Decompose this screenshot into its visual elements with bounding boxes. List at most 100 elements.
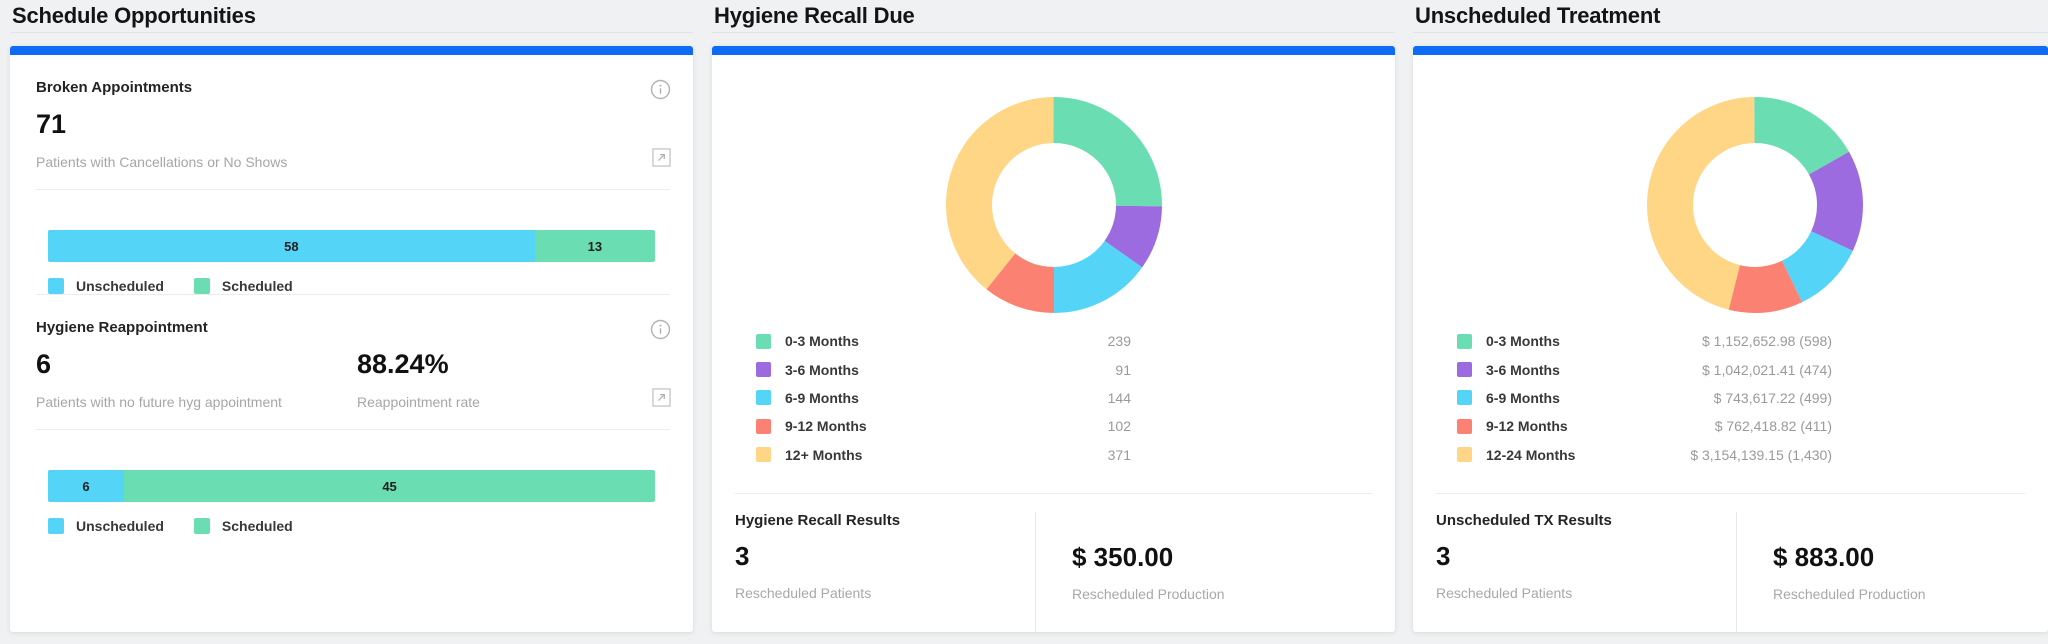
broken-appointments-metric: Broken Appointments 71 Patients with Can…: [10, 55, 693, 189]
legend-item-9-12 Months: 9-12 Months 102: [756, 412, 1131, 440]
bar-segment-Unscheduled[interactable]: 6: [48, 470, 125, 502]
legend-value: 91: [1115, 361, 1131, 378]
bar-segment-Scheduled[interactable]: 45: [124, 470, 655, 502]
panel-schedule-opportunities: Schedule Opportunities Broken Appointmen…: [10, 0, 693, 632]
hygiene-recall-legend: 0-3 Months 239 3-6 Months 91 6-9 Months 144 9-…: [756, 327, 1131, 469]
card-accent-bar: [1413, 46, 2048, 55]
legend-value: 371: [1107, 446, 1131, 463]
rescheduled-production-value: $ 883.00: [1773, 541, 1875, 572]
legend-label: 0-3 Months: [1486, 333, 1560, 350]
rescheduled-production-block: $ 883.00 Rescheduled Production: [1736, 511, 2048, 632]
legend-swatch-icon: [756, 390, 771, 406]
legend-label: 9-12 Months: [1486, 418, 1568, 435]
results-heading: Hygiene Recall Results: [735, 511, 901, 529]
donut-segment-12-24 Months[interactable]: [1647, 97, 1863, 313]
unscheduled-treatment-legend: 0-3 Months $ 1,152,652.98 (598) 3-6 Months…: [1457, 327, 1832, 469]
rescheduled-patients-value: 3: [1436, 540, 1451, 571]
panel-unscheduled-treatment: Unscheduled Treatment 0-3 Months $ 1,152,…: [1413, 0, 2048, 632]
legend-value: 144: [1107, 389, 1131, 406]
legend-item-6-9 Months: 6-9 Months $ 743,617.22 (499): [1457, 384, 1832, 412]
metric-label: Broken Appointments: [36, 79, 193, 96]
results-heading: Unscheduled TX Results: [1436, 511, 1612, 529]
legend-swatch-icon: [48, 518, 64, 534]
expand-icon[interactable]: [652, 148, 671, 167]
unscheduled-tx-results: Unscheduled TX Results 3 Rescheduled Pat…: [1413, 494, 2048, 632]
card-accent-bar: [10, 46, 693, 55]
hygiene-reappointment-bar-block: 6 45 Unscheduled Scheduled: [10, 430, 693, 534]
legend-item-3-6 Months: 3-6 Months $ 1,042,021.41 (474): [1457, 355, 1832, 383]
legend-label: 0-3 Months: [785, 333, 859, 350]
metric-value: 71: [36, 109, 67, 139]
panel-hygiene-recall-due: Hygiene Recall Due 0-3 Months 239 3-6 Mont…: [712, 0, 1395, 632]
legend-value: $ 3,154,139.15 (1,430): [1690, 446, 1832, 463]
page-title: Hygiene Recall Due: [714, 3, 915, 28]
legend-item-Scheduled: Scheduled: [193, 278, 293, 294]
metric-label: Hygiene Reappointment: [36, 319, 208, 336]
rate-column: 88.24% Reappointment rate: [357, 336, 647, 411]
reappointment-rate-value: 88.24%: [357, 349, 449, 379]
info-icon[interactable]: [650, 79, 671, 100]
donut-segment-12+ Months[interactable]: [946, 97, 1162, 313]
rescheduled-production-label: Rescheduled Production: [1072, 585, 1225, 602]
divider: [36, 429, 670, 430]
legend-value: $ 762,418.82 (411): [1714, 418, 1832, 435]
legend-swatch-icon: [756, 418, 771, 434]
metric-main: Broken Appointments 71 Patients with Can…: [36, 79, 647, 171]
divider: [36, 294, 670, 295]
donut-segment-6-9 Months[interactable]: [946, 97, 1162, 313]
legend-item-Unscheduled: Unscheduled: [48, 518, 164, 534]
legend-swatch-icon: [1457, 447, 1472, 463]
hygiene-recall-card: 0-3 Months 239 3-6 Months 91 6-9 Months 144 9-…: [712, 46, 1395, 632]
bar-value-label: 58: [284, 238, 299, 254]
donut-segment-9-12 Months[interactable]: [1647, 97, 1863, 313]
legend-swatch-icon: [193, 518, 210, 534]
legend-item-12+ Months: 12+ Months 371: [756, 441, 1131, 469]
expand-icon[interactable]: [652, 388, 671, 407]
legend-swatch-icon: [1457, 333, 1472, 349]
divider: [1436, 492, 2025, 494]
hygiene-recall-donut-chart: [946, 97, 1162, 313]
legend-label: Unscheduled: [76, 518, 164, 534]
legend-item-Scheduled: Scheduled: [193, 518, 293, 534]
metric-description: Patients with no future hyg appointment: [36, 394, 282, 410]
unscheduled-treatment-card: 0-3 Months $ 1,152,652.98 (598) 3-6 Months…: [1413, 46, 2048, 632]
card-accent-bar: [712, 46, 1395, 55]
legend-value: $ 743,617.22 (499): [1713, 389, 1832, 406]
bar-value-label: 45: [382, 478, 397, 494]
hygiene-recall-results: Hygiene Recall Results 3 Rescheduled Pat…: [712, 494, 1395, 632]
divider: [735, 492, 1372, 494]
donut-svg: [1647, 97, 1863, 313]
page-title: Schedule Opportunities: [12, 3, 256, 28]
legend-label: 6-9 Months: [1486, 389, 1560, 406]
patients-column: 6 Patients with no future hyg appointmen…: [36, 336, 357, 411]
legend-item-Unscheduled: Unscheduled: [48, 278, 164, 294]
metric-icons: [647, 319, 673, 411]
broken-appointments-stacked-bar: 58 13: [48, 230, 655, 262]
legend-item-0-3 Months: 0-3 Months 239: [756, 327, 1131, 355]
legend-label: Scheduled: [221, 278, 293, 294]
legend-swatch-icon: [756, 333, 771, 349]
metric-icons: [647, 79, 673, 171]
bar-segment-Scheduled[interactable]: 13: [534, 230, 655, 262]
bar-segment-Unscheduled[interactable]: 58: [48, 230, 535, 262]
legend-label: 12+ Months: [785, 446, 863, 463]
rescheduled-production-value: $ 350.00: [1072, 541, 1174, 572]
donut-svg: [946, 97, 1162, 313]
metric-main: Hygiene Reappointment 6 Patients with no…: [36, 319, 647, 411]
broken-appointments-bar-block: 58 13 Unscheduled Scheduled: [10, 190, 693, 294]
rescheduled-patients-label: Rescheduled Patients: [735, 584, 872, 601]
panel-header: Hygiene Recall Due: [712, 0, 1395, 33]
info-icon[interactable]: [650, 319, 671, 340]
panel-header: Schedule Opportunities: [10, 0, 693, 33]
donut-segment-3-6 Months[interactable]: [1647, 97, 1863, 313]
rescheduled-production-label: Rescheduled Production: [1773, 585, 1926, 602]
panel-header: Unscheduled Treatment: [1413, 0, 2048, 33]
legend-label: 9-12 Months: [785, 418, 867, 435]
legend-label: 3-6 Months: [1486, 361, 1560, 378]
bar-legend: Unscheduled Scheduled: [48, 518, 655, 534]
metric-columns: 6 Patients with no future hyg appointmen…: [36, 336, 647, 411]
bar-legend: Unscheduled Scheduled: [48, 278, 655, 294]
legend-value: $ 1,152,652.98 (598): [1702, 333, 1832, 350]
legend-label: 3-6 Months: [785, 361, 859, 378]
legend-swatch-icon: [1457, 362, 1472, 378]
